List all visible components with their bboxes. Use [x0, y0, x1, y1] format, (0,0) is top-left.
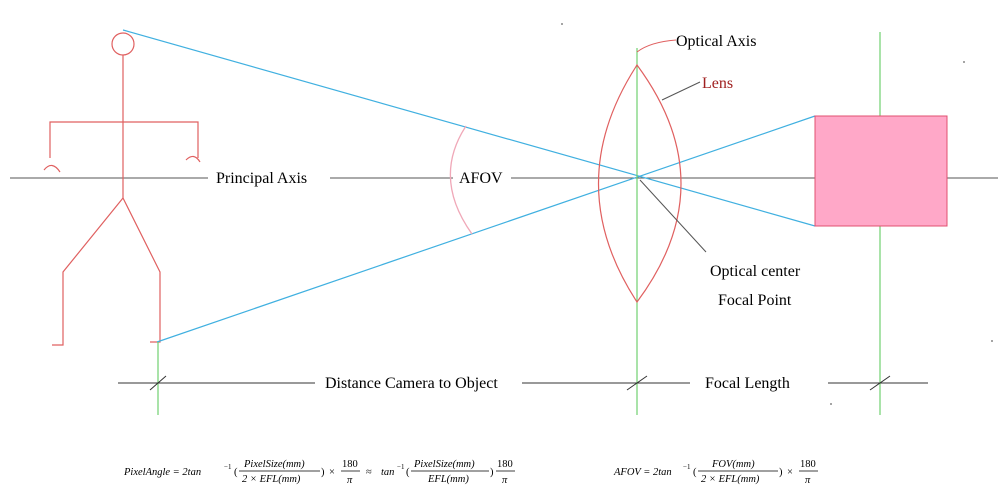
afov-formula: AFOV = 2tan −1 ( FOV(mm) 2 × EFL(mm) ) ×…	[613, 459, 818, 486]
focal-length-label: Focal Length	[705, 375, 790, 392]
lens-label: Lens	[702, 75, 733, 92]
svg-text:180: 180	[800, 459, 816, 470]
stray-marks	[561, 23, 993, 405]
leader-lines	[636, 39, 707, 253]
afov-arc	[449, 125, 473, 235]
svg-text:FOV(mm): FOV(mm)	[711, 459, 755, 470]
svg-text:AFOV = 2tan: AFOV = 2tan	[613, 467, 672, 478]
svg-text:≈: ≈	[366, 467, 372, 478]
svg-text:π: π	[805, 475, 811, 486]
svg-text:2 × EFL(mm): 2 × EFL(mm)	[701, 474, 760, 485]
optical-axis-label: Optical Axis	[676, 33, 756, 50]
figure-head	[111, 32, 135, 56]
svg-text:π: π	[347, 475, 353, 486]
svg-text:(: (	[406, 467, 410, 478]
principal-axis-label: Principal Axis	[216, 170, 307, 187]
svg-text:×: ×	[787, 467, 793, 478]
optical-center-label: Optical center	[710, 263, 801, 280]
light-rays	[122, 29, 816, 343]
lens	[598, 63, 682, 304]
afov-label: AFOV	[459, 170, 503, 187]
svg-text:): )	[490, 467, 494, 478]
pixel-angle-formula: PixelAngle = 2tan −1 ( PixelSize(mm) 2 ×…	[123, 459, 515, 486]
svg-text:π: π	[502, 475, 508, 486]
svg-text:EFL(mm): EFL(mm)	[427, 474, 469, 485]
svg-text:(: (	[693, 467, 697, 478]
svg-text:−1: −1	[683, 463, 691, 471]
svg-text:180: 180	[342, 459, 358, 470]
svg-text:2 × EFL(mm): 2 × EFL(mm)	[242, 474, 301, 485]
svg-text:PixelAngle = 2tan: PixelAngle = 2tan	[123, 467, 201, 478]
svg-text:×: ×	[329, 467, 335, 478]
svg-text:tan: tan	[381, 467, 394, 478]
dimension-line	[118, 375, 928, 391]
svg-text:PixelSize(mm): PixelSize(mm)	[243, 459, 305, 470]
distance-label: Distance Camera to Object	[325, 375, 498, 392]
svg-text:): )	[779, 467, 783, 478]
stick-figure	[43, 32, 201, 346]
green-axes	[157, 32, 881, 415]
svg-text:PixelSize(mm): PixelSize(mm)	[413, 459, 475, 470]
svg-text:(: (	[234, 467, 238, 478]
svg-text:−1: −1	[397, 463, 405, 471]
svg-text:180: 180	[497, 459, 513, 470]
focal-point-label: Focal Point	[718, 292, 792, 309]
svg-text:−1: −1	[224, 463, 232, 471]
svg-text:): )	[321, 467, 325, 478]
image-sensor	[814, 115, 948, 227]
